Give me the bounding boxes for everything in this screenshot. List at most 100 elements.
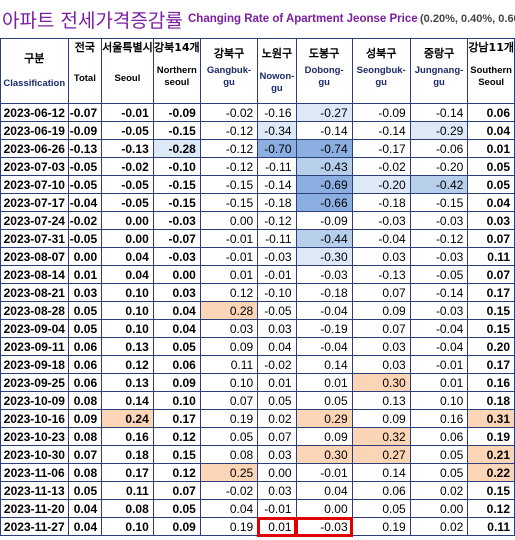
table-cell: -0.03	[351, 211, 411, 230]
table-cell: -0.44	[295, 229, 353, 248]
table-cell: 0.12	[101, 355, 154, 374]
table-cell: 0.09	[152, 373, 201, 392]
table-cell: 0.10	[101, 301, 154, 320]
row-date: 2023-07-03	[0, 157, 69, 176]
table-cell: -0.30	[295, 247, 353, 266]
table-cell: 0.11	[467, 517, 515, 536]
table-cell: 0.05	[67, 301, 103, 320]
table-cell: 0.09	[67, 409, 103, 428]
table-cell: 0.05	[199, 427, 259, 446]
table-row: 2023-10-30 0.07 0.18 0.15 0.08 0.03 0.30 0.27 0.…	[0, 445, 515, 464]
table-cell: 0.03	[351, 247, 411, 266]
table-cell: -0.34	[257, 121, 297, 140]
row-date: 2023-07-10	[0, 175, 69, 194]
table-cell: 0.11	[467, 247, 515, 266]
table-row: 2023-07-31 -0.05 0.00 -0.07 -0.01 -0.11 -0.44-…	[0, 229, 515, 248]
table-cell: 0.19	[199, 517, 259, 536]
table-row: 2023-09-25 0.06 0.13 0.09 0.10 0.01 0.01 0.30 0.…	[0, 373, 515, 392]
row-date: 2023-09-11	[0, 337, 69, 356]
table-cell: -0.15	[199, 175, 259, 194]
header-southern-seoul: 강남11개 Southern Seoul	[467, 38, 515, 104]
table-cell: -0.16	[257, 103, 297, 122]
table-cell: -0.05	[101, 193, 154, 212]
table-cell: 0.17	[152, 409, 201, 428]
table-cell: 0.15	[467, 319, 515, 338]
table-cell: -0.15	[152, 175, 201, 194]
table-cell: 0.04	[67, 517, 103, 536]
header-en: Classification	[3, 78, 66, 89]
title-threshold-note: (0.20%, 0.40%, 0.60	[420, 13, 515, 25]
table-cell: -0.01	[257, 265, 297, 284]
table-cell: 0.06	[67, 373, 103, 392]
table-cell: 0.09	[199, 337, 259, 356]
table-row: 2023-08-28 0.05 0.10 0.04 0.28 -0.05 -0.04 0.09…	[0, 301, 515, 320]
table-cell: -0.13	[351, 265, 411, 284]
table-cell: -0.10	[152, 157, 201, 176]
table-row: 2023-09-18 0.06 0.12 0.06 0.11 -0.02 0.14 0.03-…	[0, 355, 515, 374]
table-cell: -0.09	[152, 103, 201, 122]
table-cell: 0.08	[199, 445, 259, 464]
table-cell: 0.08	[67, 463, 103, 482]
title-english: Changing Rate of Apartment Jeonse Price	[188, 13, 418, 25]
table-row: 2023-11-20 0.04 0.08 0.05 0.04 -0.01 0.00 0.05 0…	[0, 499, 515, 518]
table-cell: 0.07	[257, 427, 297, 446]
table-row: 2023-08-14 0.01 0.04 0.00 0.01 -0.01 -0.03 -0.1…	[0, 265, 515, 284]
row-date: 2023-10-16	[0, 409, 69, 428]
table-cell: 0.05	[409, 463, 469, 482]
table-cell: 0.06	[409, 427, 469, 446]
table-row: 2023-07-17 -0.04 -0.05 -0.15 -0.15 -0.18 -0.66…	[0, 193, 515, 212]
table-cell: -0.03	[409, 301, 469, 320]
table-cell: 0.19	[467, 427, 515, 446]
header-dobong: 도봉구 Dobong-gu	[295, 38, 353, 104]
table-cell: 0.15	[467, 481, 515, 500]
table-cell: 0.13	[351, 391, 411, 410]
row-date: 2023-09-04	[0, 319, 69, 338]
header-ko: 강북구	[213, 47, 245, 60]
table-cell: 0.10	[101, 517, 154, 536]
table-cell: -0.01	[409, 355, 469, 374]
table-cell: -0.12	[199, 139, 259, 158]
table-cell: -0.15	[409, 193, 469, 212]
table-cell: 0.32	[351, 427, 411, 446]
header-ko: 서울특별시	[102, 41, 153, 54]
header-en: Nowon-gu	[259, 71, 295, 94]
table-cell: 0.07	[199, 391, 259, 410]
table-cell: 0.15	[152, 445, 201, 464]
table-cell: -0.69	[295, 175, 353, 194]
table-row: 2023-08-21 0.03 0.10 0.03 0.12 -0.10 -0.18 0.07…	[0, 283, 515, 302]
table-cell: 0.02	[409, 517, 469, 536]
table-cell: -0.01	[295, 463, 353, 482]
table-cell: -0.19	[295, 319, 353, 338]
table-cell: 0.08	[101, 499, 154, 518]
table-cell: 0.04	[67, 499, 103, 518]
row-date: 2023-11-20	[0, 499, 69, 518]
table-row: 2023-09-11 0.06 0.13 0.05 0.09 0.04 -0.04 0.03-…	[0, 337, 515, 356]
table-cell: -0.27	[295, 103, 353, 122]
table-cell: 0.18	[101, 445, 154, 464]
title-korean: 아파트 전세가격증감률	[2, 10, 183, 32]
table-cell: 0.04	[101, 247, 154, 266]
row-date: 2023-07-24	[0, 211, 69, 230]
table-cell: -0.05	[67, 229, 103, 248]
table-cell: 0.04	[152, 319, 201, 338]
table-cell: 0.00	[199, 211, 259, 230]
table-cell: 0.07	[152, 481, 201, 500]
table-cell: 0.19	[351, 517, 411, 536]
table-cell: 0.27	[351, 445, 411, 464]
table-cell: -0.04	[295, 301, 353, 320]
table-cell: -0.14	[409, 103, 469, 122]
table-cell: 0.11	[199, 355, 259, 374]
table-cell: -0.05	[101, 121, 154, 140]
header-ko: 전국	[74, 41, 95, 54]
row-date: 2023-10-09	[0, 391, 69, 410]
table-cell: 0.06	[67, 337, 103, 356]
table-cell: -0.14	[257, 175, 297, 194]
table-cell: -0.03	[152, 247, 201, 266]
table-cell: 0.01	[467, 139, 515, 158]
table-row: 2023-07-10 -0.05 -0.05 -0.15 -0.15 -0.14 -0.69…	[0, 175, 515, 194]
table-cell: 0.20	[467, 337, 515, 356]
table-cell: 0.06	[351, 481, 411, 500]
jeonse-rate-table: 구분 Classification 전국 Total 서울특별시 Seoul 강…	[0, 38, 515, 537]
table-cell: 0.06	[152, 355, 201, 374]
table-cell: -0.05	[101, 175, 154, 194]
